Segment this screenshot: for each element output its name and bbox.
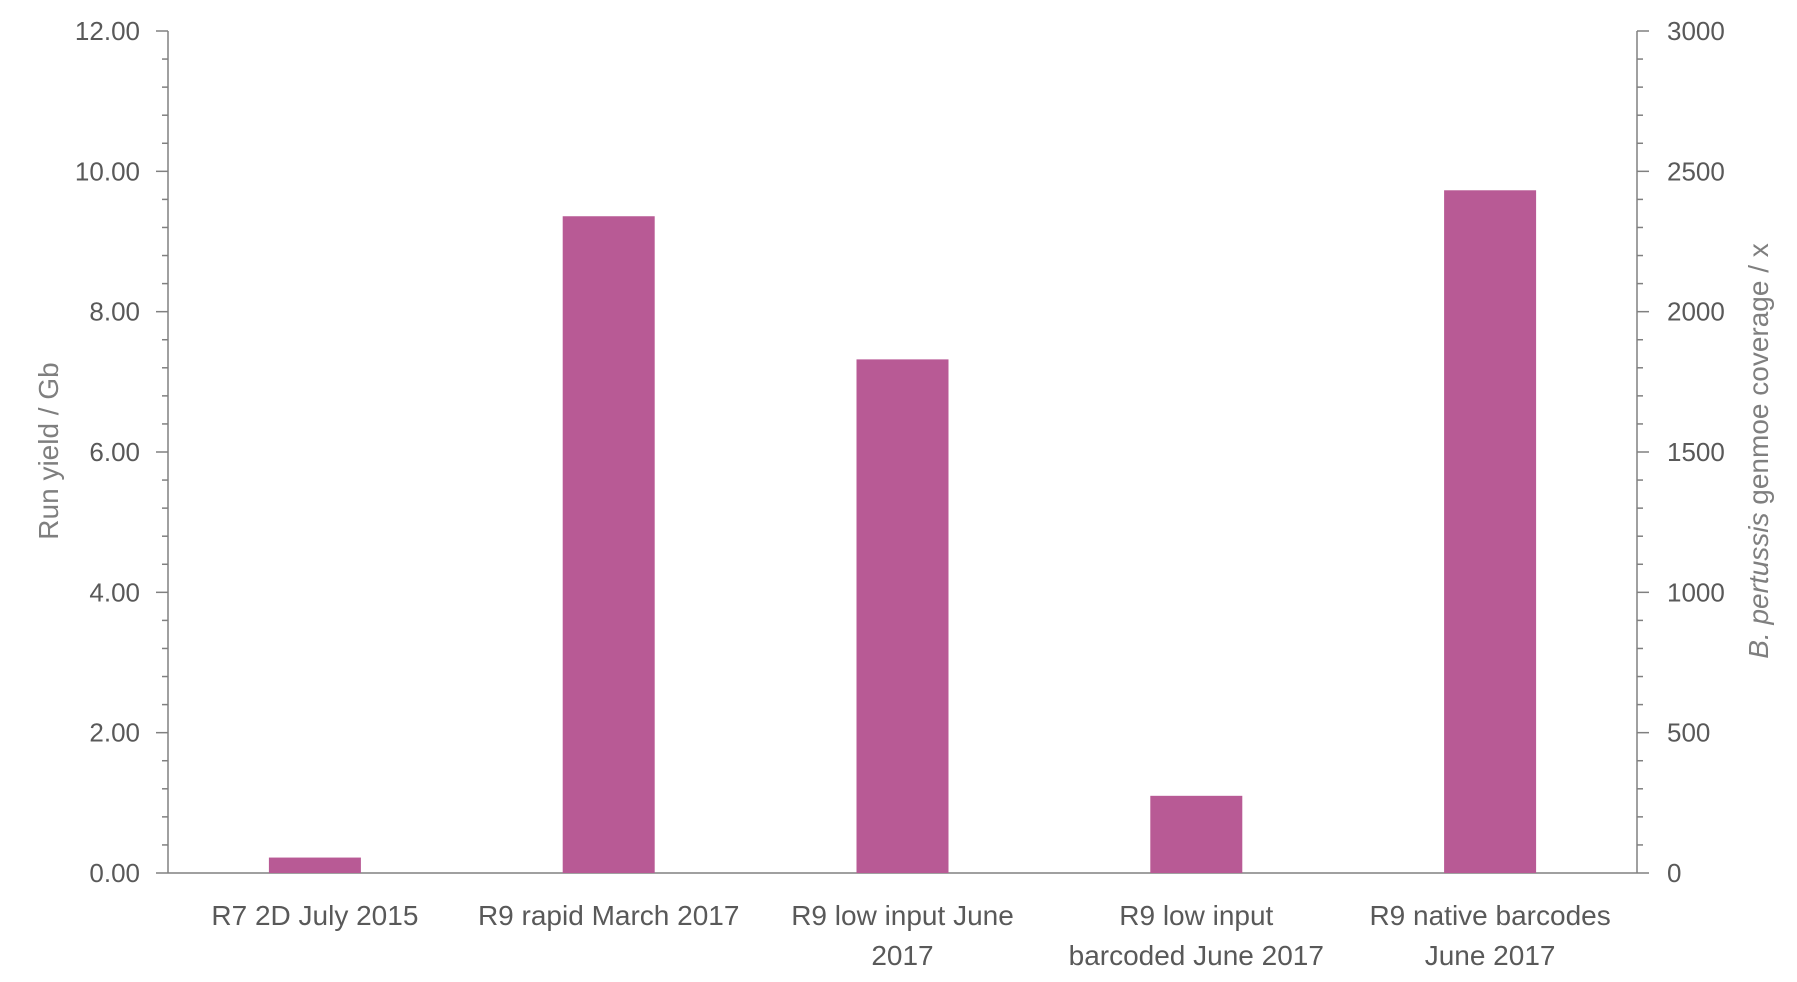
bar bbox=[1150, 795, 1243, 873]
y2-tick-label: 0 bbox=[1667, 858, 1681, 888]
x-category-label: June 2017 bbox=[1425, 940, 1556, 971]
x-category-label: R7 2D July 2015 bbox=[211, 900, 418, 931]
y-axis-title: Run yield / Gb bbox=[33, 362, 64, 539]
x-category-label: R9 rapid March 2017 bbox=[478, 900, 739, 931]
bar bbox=[562, 216, 655, 874]
secondary-y-axis-tick-labels: 0 500 1000 1500 2000 2500 3000 bbox=[1667, 16, 1725, 888]
secondary-y-axis-title: B. pertussis genmoe coverage / x bbox=[1743, 243, 1774, 659]
y-tick-label: 6.00 bbox=[89, 437, 140, 467]
y2-tick-label: 1500 bbox=[1667, 437, 1725, 467]
x-category-label: R9 low input bbox=[1119, 900, 1273, 931]
x-category-label: 2017 bbox=[871, 940, 933, 971]
bar bbox=[1444, 190, 1537, 874]
y2-tick-label: 3000 bbox=[1667, 16, 1725, 46]
y-tick-label: 12.00 bbox=[75, 16, 140, 46]
y2-tick-label: 500 bbox=[1667, 718, 1710, 748]
bar bbox=[268, 857, 361, 873]
secondary-y-axis-title-italic: B. pertussis bbox=[1743, 513, 1774, 659]
bar bbox=[856, 359, 949, 873]
y-tick-label: 2.00 bbox=[89, 718, 140, 748]
y-tick-label: 8.00 bbox=[89, 297, 140, 327]
secondary-y-axis-title-rest: genmoe coverage / x bbox=[1743, 243, 1774, 512]
y2-tick-label: 2500 bbox=[1667, 156, 1725, 186]
x-category-label: R9 low input June bbox=[791, 900, 1014, 931]
x-category-label: R9 native barcodes bbox=[1369, 900, 1610, 931]
y2-tick-label: 1000 bbox=[1667, 577, 1725, 607]
y-tick-label: 4.00 bbox=[89, 577, 140, 607]
y-tick-label: 10.00 bbox=[75, 156, 140, 186]
y2-tick-label: 2000 bbox=[1667, 297, 1725, 327]
y-axis-tick-labels: 0.00 2.00 4.00 6.00 8.00 10.00 12.00 bbox=[75, 16, 140, 888]
bars bbox=[268, 190, 1537, 874]
x-axis-category-labels: R7 2D July 2015 R9 rapid March 2017 R9 low… bbox=[211, 900, 1610, 971]
y-tick-label: 0.00 bbox=[89, 858, 140, 888]
x-category-label: barcoded June 2017 bbox=[1069, 940, 1324, 971]
